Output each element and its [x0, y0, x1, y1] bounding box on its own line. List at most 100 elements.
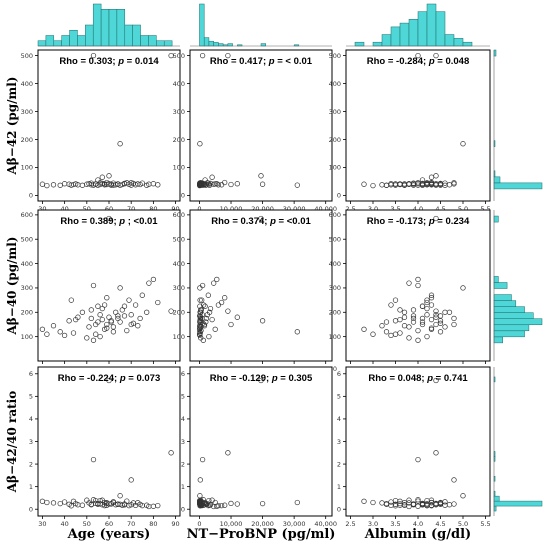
x-tick-label: 60 — [105, 205, 113, 213]
y-tick-label: 3 — [29, 438, 33, 446]
y-axis-title: Aβ−42/40 ratio — [5, 391, 19, 494]
data-point — [225, 52, 231, 59]
histogram-bar — [148, 35, 157, 47]
histogram-bar — [85, 24, 94, 47]
histogram-bar — [92, 3, 102, 47]
data-point — [419, 319, 426, 325]
histogram-bar — [408, 19, 419, 47]
data-point — [121, 303, 128, 309]
panel-frame — [37, 209, 181, 362]
x-tick-label: 80 — [149, 520, 157, 528]
rho-annotation: Rho = 0.048; p = 0.741 — [368, 373, 468, 384]
data-point — [410, 313, 417, 319]
data-point — [370, 499, 376, 506]
data-point — [206, 309, 213, 315]
y-tick-label: 6 — [29, 370, 33, 378]
data-point — [197, 321, 203, 328]
data-point — [121, 502, 128, 508]
data-point — [437, 313, 444, 319]
x-tick-label: 20,000 — [251, 520, 274, 528]
y-tick-label: 500 — [21, 236, 33, 244]
data-point — [50, 323, 57, 329]
data-point — [294, 182, 300, 188]
histogram-bar — [140, 35, 149, 47]
histogram-bar — [493, 306, 525, 313]
data-point — [451, 315, 457, 322]
data-point — [197, 501, 203, 507]
data-point — [68, 297, 74, 303]
histogram-bar — [493, 495, 500, 502]
data-point — [108, 319, 114, 325]
data-point — [128, 321, 134, 328]
histogram-bar — [124, 24, 133, 47]
data-point — [428, 325, 435, 331]
data-point — [424, 333, 430, 340]
y-tick-label: 400 — [329, 260, 341, 268]
data-point — [197, 313, 203, 319]
y-tick-label: 200 — [329, 136, 341, 144]
data-point — [209, 316, 215, 323]
scatter-panel: 30 40 50 60 70 80 90 0 100 200 300 400 500 Rho = 0.30… — [21, 49, 181, 213]
histogram-bar — [156, 40, 165, 47]
y-tick-label: 300 — [21, 284, 33, 292]
data-point — [57, 329, 63, 335]
histogram-bar — [163, 40, 173, 47]
data-point — [437, 500, 444, 506]
histogram-bar — [493, 318, 543, 326]
x-tick-label: 2.5 — [345, 520, 355, 528]
x-tick-label: 90 — [171, 520, 179, 528]
x-tick-label: 0 — [197, 205, 201, 213]
data-point — [258, 173, 264, 179]
data-point — [451, 321, 457, 328]
data-point — [211, 280, 217, 286]
data-point — [415, 497, 421, 503]
data-point — [86, 324, 92, 330]
data-point — [88, 307, 94, 313]
y-tick-label: 100 — [173, 164, 185, 172]
data-point — [93, 497, 99, 504]
histogram-bar — [227, 43, 233, 47]
data-point — [90, 282, 97, 289]
y-tick-label: 0 — [29, 506, 33, 514]
data-point — [410, 307, 417, 313]
data-point — [401, 500, 408, 506]
data-point — [106, 173, 112, 179]
data-point — [259, 181, 266, 187]
data-point — [117, 285, 123, 291]
panel-frame — [37, 49, 181, 202]
scatter-panel: 2.53.03.54.04.55.05.5100200300400500600R… — [329, 209, 491, 373]
data-point — [419, 315, 426, 322]
data-point — [406, 280, 412, 286]
data-point — [135, 323, 141, 329]
y-tick-label: 600 — [21, 211, 33, 219]
data-point — [383, 319, 390, 325]
histogram-bar — [108, 9, 118, 47]
data-point — [198, 307, 204, 313]
top-histogram — [37, 3, 180, 47]
histogram-bar — [354, 41, 365, 47]
data-point — [155, 182, 161, 188]
histogram-bar — [493, 276, 499, 283]
data-point — [214, 276, 220, 283]
panel-frame — [345, 209, 491, 362]
data-point — [214, 181, 220, 187]
data-point — [90, 337, 97, 343]
y-tick-label: 400 — [173, 260, 185, 268]
data-point — [90, 52, 97, 59]
data-point — [155, 299, 161, 306]
y-tick-label: 6 — [181, 370, 185, 378]
y-tick-label: 300 — [329, 284, 341, 292]
histogram-bar — [132, 24, 141, 47]
histogram-bar — [77, 35, 86, 47]
y-tick-label: 500 — [329, 52, 341, 60]
data-point — [428, 500, 435, 506]
data-point — [101, 302, 108, 308]
data-point — [199, 297, 205, 303]
x-tick-label: 50 — [83, 520, 91, 528]
data-point — [228, 500, 234, 507]
y-tick-label: 400 — [21, 260, 33, 268]
data-point — [206, 333, 212, 340]
histogram-bar — [493, 312, 534, 319]
data-point — [234, 501, 240, 507]
data-point — [115, 181, 121, 187]
